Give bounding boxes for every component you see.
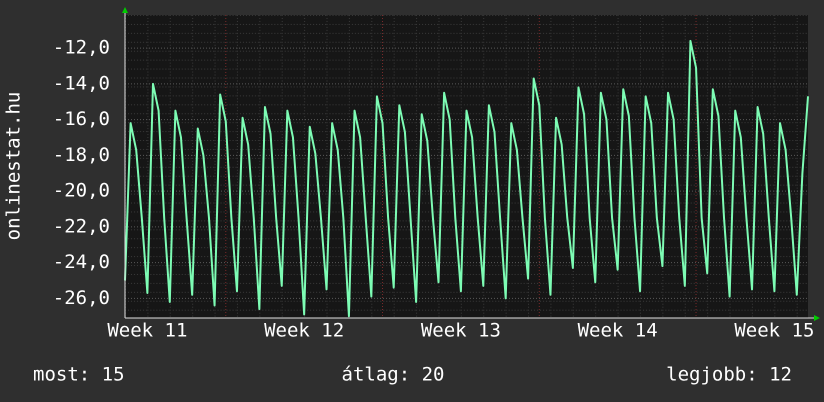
series-line (124, 39, 809, 318)
x-tick-label: Week 11 (107, 320, 187, 342)
y-tick-label: -26,0 (53, 287, 110, 309)
y-tick-label: -20,0 (53, 180, 110, 202)
x-tick-label: Week 13 (421, 320, 501, 342)
axis-arrow (122, 7, 128, 13)
y-axis-label: onlinestat.hu (3, 92, 25, 241)
y-tick-label: -18,0 (53, 144, 110, 166)
stat-best: legjobb: 12 (666, 364, 792, 386)
x-tick-label: Week 14 (578, 320, 658, 342)
axis-arrow (814, 315, 820, 321)
x-tick-label: Week 12 (264, 320, 344, 342)
y-tick-label: -24,0 (53, 251, 110, 273)
y-tick-label: -22,0 (53, 215, 110, 237)
stat-now: most: 15 (33, 364, 125, 386)
minor-grid (125, 15, 808, 318)
y-tick-label: -16,0 (53, 108, 110, 130)
stat-average: átlag: 20 (342, 364, 445, 386)
x-tick-label: Week 15 (734, 320, 814, 342)
y-tick-label: -12,0 (53, 37, 110, 59)
y-tick-label: -14,0 (53, 72, 110, 94)
